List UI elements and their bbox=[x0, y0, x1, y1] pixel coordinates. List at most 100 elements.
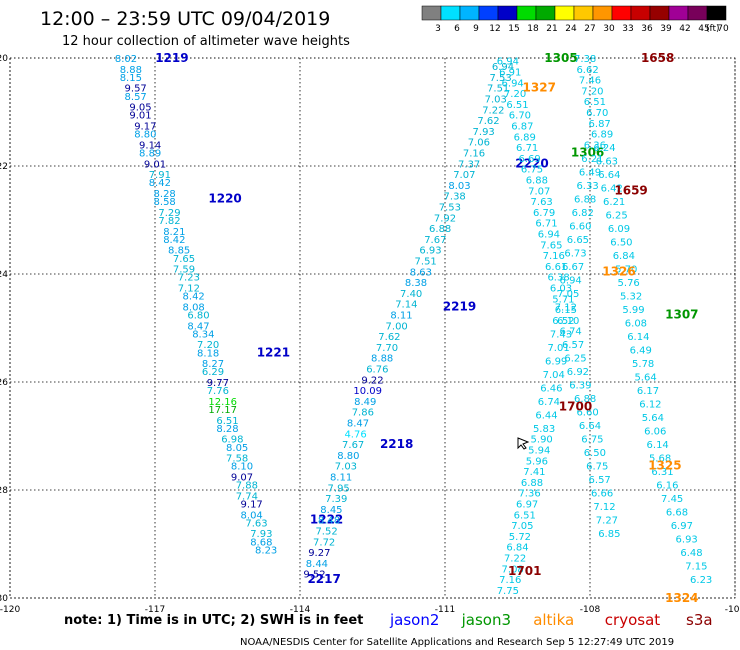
wave-height-value: 7.04 bbox=[543, 370, 565, 381]
mouse-cursor-icon bbox=[517, 437, 530, 450]
wave-height-value: 7.76 bbox=[207, 386, 229, 397]
wave-height-value: 5.68 bbox=[649, 454, 671, 465]
wave-height-value: 8.34 bbox=[192, 329, 214, 340]
colorbar-tick-label: 9 bbox=[473, 24, 479, 34]
wave-height-value: 7.12 bbox=[178, 284, 200, 295]
wave-height-value: 6.93 bbox=[676, 535, 698, 546]
wave-height-value: 6.57 bbox=[589, 475, 611, 486]
wave-height-value: 6.25 bbox=[564, 354, 586, 365]
wave-height-value: 8.28 bbox=[216, 424, 238, 435]
wave-height-value: 8.44 bbox=[306, 559, 328, 570]
wave-height-value: 7.67 bbox=[424, 235, 446, 246]
wave-height-value: 8.21 bbox=[163, 227, 185, 238]
colorbar-tick-label: 45 bbox=[698, 24, 709, 34]
wave-height-value: 6.61 bbox=[545, 262, 567, 273]
wave-height-value: 8.58 bbox=[154, 197, 176, 208]
wave-height-value: 8.04 bbox=[241, 510, 263, 521]
colorbar-tick-label: 3 bbox=[435, 24, 441, 34]
wave-height-value: 7.59 bbox=[173, 265, 195, 276]
wave-height-value: 8.11 bbox=[330, 473, 352, 484]
wave-height-value: 7.70 bbox=[376, 343, 398, 354]
wave-height-value: 6.60 bbox=[576, 408, 598, 419]
wave-height-value: 6.42 bbox=[601, 184, 623, 195]
wave-height-value: 7.12 bbox=[593, 502, 615, 513]
wave-height-value: 8.38 bbox=[405, 278, 427, 289]
pass-time-label: 1306 bbox=[571, 146, 604, 160]
wave-height-value: 6.51 bbox=[584, 97, 606, 108]
wave-height-value: 6.71 bbox=[535, 219, 557, 230]
wave-height-value: 5.76 bbox=[618, 278, 640, 289]
wave-height-value: 6.93 bbox=[419, 246, 441, 257]
pass-time-label: 2218 bbox=[380, 437, 413, 451]
wave-height-value: 10.09 bbox=[353, 386, 382, 397]
wave-height-value: 7.63 bbox=[531, 197, 553, 208]
track-jason2-descending-a: 8.028.888.159.578.579.059.019.178.809.14… bbox=[115, 51, 343, 556]
wave-height-value: 8.89 bbox=[139, 149, 161, 160]
wave-height-value: 6.65 bbox=[567, 235, 589, 246]
wave-height-value: 7.07 bbox=[453, 170, 475, 181]
pass-time-label: 1220 bbox=[208, 191, 241, 205]
wave-height-value: 7.27 bbox=[596, 516, 618, 527]
wave-height-value: 7.88 bbox=[236, 481, 258, 492]
wave-height-value: 7.62 bbox=[477, 116, 499, 127]
colorbar-tick-label: 39 bbox=[660, 24, 672, 34]
wave-height-value: 6.99 bbox=[545, 356, 567, 367]
wave-height-value: 8.45 bbox=[320, 505, 342, 516]
wave-height-value: 6.24 bbox=[593, 143, 615, 154]
wave-height-value: 6.51 bbox=[506, 100, 528, 111]
wave-height-value: 6.23 bbox=[690, 575, 712, 586]
longitude-tick-label: -111 bbox=[435, 605, 455, 615]
wave-height-value: 8.47 bbox=[347, 419, 369, 430]
colorbar-tick-label: 21 bbox=[546, 24, 557, 34]
wave-height-value: 8.18 bbox=[197, 348, 219, 359]
wave-height-value: 8.42 bbox=[183, 292, 205, 303]
wave-height-value: 6.29 bbox=[202, 367, 224, 378]
wave-height-value: 8.80 bbox=[337, 451, 359, 462]
wave-height-value: 6.68 bbox=[666, 508, 688, 519]
wave-height-value: 6.79 bbox=[533, 208, 555, 219]
wave-height-value: 6.94 bbox=[497, 57, 519, 68]
wave-height-value: 7.51 bbox=[487, 84, 509, 95]
wave-height-value: 8.57 bbox=[125, 92, 147, 103]
wave-height-value: 7.51 bbox=[415, 257, 437, 268]
wave-height-value: 9.27 bbox=[308, 548, 330, 559]
wave-height-value: 8.03 bbox=[448, 181, 470, 192]
wave-height-value: 6.97 bbox=[516, 500, 538, 511]
wave-height-value: 7.39 bbox=[325, 494, 347, 505]
wave-height-value: 9.05 bbox=[129, 103, 151, 114]
wave-height-value: 6.88 bbox=[521, 478, 543, 489]
wave-height-value: 7.93 bbox=[250, 529, 272, 540]
wave-height-value: 6.94 bbox=[560, 275, 582, 286]
wave-height-value: 8.02 bbox=[115, 54, 137, 65]
latitude-tick-label: 28 bbox=[0, 486, 8, 496]
wave-height-value: 6.76 bbox=[366, 365, 388, 376]
longitude-tick-label: -108 bbox=[580, 605, 601, 615]
wave-height-value: 6.21 bbox=[581, 154, 603, 165]
wave-height-value: 6.44 bbox=[535, 410, 557, 421]
pass-time-label: 1659 bbox=[614, 183, 647, 197]
colorbar-tick-label: 30 bbox=[603, 24, 615, 34]
longitude-tick-label: -114 bbox=[290, 605, 311, 615]
colorbar-swatch bbox=[573, 5, 594, 21]
wave-height-value: 6.84 bbox=[506, 543, 528, 554]
wave-height-value: 7.53 bbox=[439, 203, 461, 214]
wave-height-value: 5.83 bbox=[533, 424, 555, 435]
wave-height-value: 8.23 bbox=[255, 545, 277, 556]
wave-height-value: 6.52 bbox=[552, 316, 574, 327]
wave-height-value: 6.49 bbox=[579, 167, 601, 178]
altimeter-tracks: 8.028.888.159.578.579.059.019.178.809.14… bbox=[115, 51, 712, 605]
colorbar-tick-label: 70 bbox=[717, 24, 729, 34]
wave-height-value: 5.72 bbox=[509, 532, 531, 543]
wave-height-value: 9.01 bbox=[144, 159, 166, 170]
pass-time-label: 1307 bbox=[665, 308, 698, 322]
colorbar-swatch bbox=[706, 5, 727, 21]
wave-height-value: 9.52 bbox=[303, 570, 325, 581]
wave-height-value: 5.64 bbox=[634, 373, 656, 384]
wave-height-value: 7.16 bbox=[543, 251, 565, 262]
wave-height-value: 7.82 bbox=[158, 216, 180, 227]
colorbar-swatch bbox=[497, 5, 518, 21]
wave-height-value: 9.57 bbox=[125, 84, 147, 95]
footer-note: note: 1) Time is in UTC; 2) SWH is in fe… bbox=[64, 613, 363, 628]
wave-height-value: 6.25 bbox=[605, 211, 627, 222]
